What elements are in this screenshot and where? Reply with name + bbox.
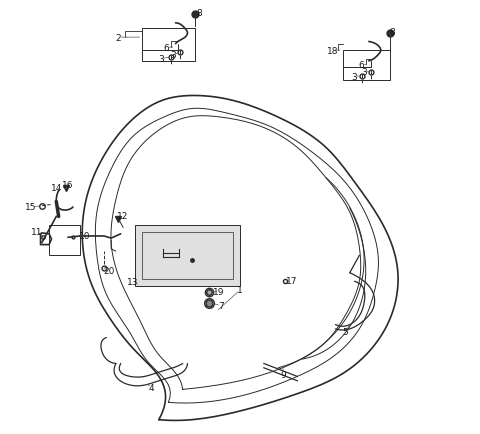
Text: 13: 13	[127, 277, 138, 286]
Text: 17: 17	[286, 276, 297, 285]
Text: 1: 1	[237, 286, 243, 295]
Text: 2: 2	[116, 33, 121, 43]
Text: 11: 11	[31, 227, 43, 237]
Text: 3: 3	[352, 72, 358, 81]
Text: 14: 14	[50, 183, 62, 192]
Text: 8: 8	[390, 28, 396, 37]
Text: 3: 3	[361, 68, 367, 77]
Bar	[343, 51, 390, 81]
Text: 20: 20	[103, 266, 114, 276]
Text: 12: 12	[118, 212, 129, 220]
Text: 16: 16	[61, 180, 73, 189]
Text: 18: 18	[327, 46, 339, 56]
Text: 9: 9	[280, 370, 286, 379]
Text: 6: 6	[163, 43, 169, 53]
Text: 4: 4	[149, 383, 155, 392]
Bar	[49, 226, 80, 256]
Bar	[142, 30, 195, 62]
Text: 5: 5	[342, 327, 348, 336]
Bar	[135, 226, 240, 286]
Text: 6: 6	[359, 61, 365, 70]
Text: 19: 19	[213, 287, 225, 296]
Text: 10: 10	[79, 232, 91, 241]
Text: 7: 7	[218, 301, 224, 310]
Text: 3: 3	[158, 55, 164, 64]
Text: 15: 15	[25, 203, 37, 212]
Text: 3: 3	[170, 51, 176, 60]
Text: 8: 8	[197, 9, 202, 18]
Bar	[142, 232, 233, 279]
